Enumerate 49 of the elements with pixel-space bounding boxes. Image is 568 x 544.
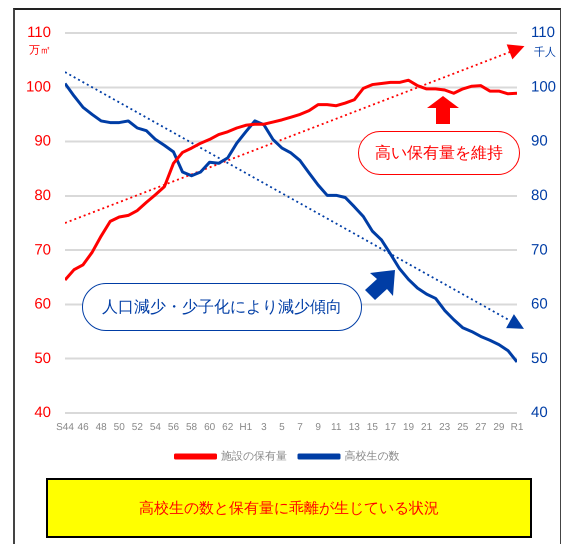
text: 高校生の数と保有量に乖離が生じている状況 — [46, 478, 532, 538]
x-tick-label: 58 — [186, 422, 198, 433]
legend-label: 施設の保有量 — [221, 450, 287, 463]
x-tick-label: 13 — [348, 422, 360, 433]
y2-tick-label: 90 — [531, 132, 548, 150]
x-tick-label: 5 — [279, 422, 286, 433]
y-tick-label: 50 — [34, 350, 51, 367]
x-tick-label: 15 — [366, 422, 378, 433]
x-tick-label: R1 — [510, 422, 524, 433]
y2-tick-label: 100 — [531, 78, 556, 96]
legend-label: 高校生の数 — [344, 450, 400, 463]
y-tick-label: 110 — [27, 24, 51, 42]
y2-tick-label: 110 — [531, 24, 555, 42]
x-tick-label: 9 — [315, 422, 322, 433]
x-tick-label: 17 — [384, 422, 396, 433]
y-tick-label: 80 — [34, 187, 51, 204]
x-tick-label: 23 — [439, 422, 451, 433]
y-tick-label: 90 — [34, 132, 51, 150]
x-tick-label: 25 — [457, 422, 469, 433]
y2-axis-title: 千人 — [534, 45, 556, 58]
y-tick-label: 40 — [34, 404, 51, 422]
y2-tick-label: 70 — [531, 241, 548, 258]
x-tick-label: 48 — [96, 422, 108, 433]
y-axis-title: 万㎡ — [29, 43, 51, 56]
x-tick-label: 29 — [493, 422, 505, 433]
x-tick-label: 60 — [204, 422, 216, 433]
x-tick-label: 3 — [261, 422, 268, 433]
x-tick-label: 54 — [150, 422, 162, 433]
x-tick-label: 56 — [168, 422, 180, 433]
annotation: 高い保有量を維持 — [358, 131, 520, 175]
y-tick-label: 60 — [34, 296, 51, 313]
x-tick-label: 27 — [475, 422, 487, 433]
y2-tick-label: 50 — [531, 350, 548, 367]
y-tick-label: 100 — [26, 78, 51, 96]
y2-tick-label: 80 — [531, 187, 548, 204]
y2-tick-label: 60 — [531, 296, 548, 313]
x-tick-label: 21 — [421, 422, 433, 433]
x-tick-label: 11 — [331, 422, 342, 433]
y-tick-label: 70 — [34, 241, 51, 258]
annotation: 人口減少・少子化により減少傾向 — [82, 283, 362, 331]
x-tick-label: 62 — [222, 422, 234, 433]
x-tick-label: 52 — [132, 422, 144, 433]
x-tick-label: H1 — [239, 422, 253, 433]
y2-tick-label: 40 — [531, 404, 548, 422]
x-tick-label: 50 — [114, 422, 126, 433]
x-tick-label: 7 — [297, 422, 304, 433]
x-tick-label: 19 — [402, 422, 415, 433]
x-tick-label: S44 — [56, 422, 74, 433]
x-tick-label: 46 — [78, 422, 90, 433]
